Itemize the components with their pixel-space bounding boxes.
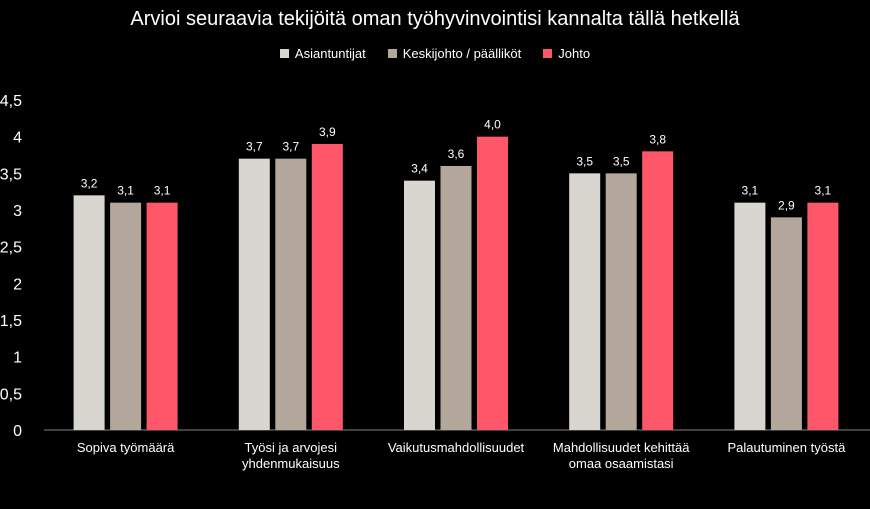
legend-label-asiantuntijat: Asiantuntijat [294, 46, 366, 61]
y-tick-label: 0,5 [0, 386, 22, 403]
y-tick-label: 1 [13, 350, 22, 367]
category-label: Sopiva työmäärä [77, 440, 175, 455]
data-label: 3,5 [576, 154, 593, 168]
legend: Asiantuntijat Keskijohto / päälliköt Joh… [0, 46, 870, 61]
legend-label-keskijohto: Keskijohto / päälliköt [402, 46, 522, 61]
bar [807, 202, 839, 430]
bar [73, 195, 105, 430]
legend-swatch-johto [543, 49, 553, 58]
chart-title: Arvioi seuraavia tekijöitä oman työhyvin… [130, 8, 740, 30]
bar [440, 166, 472, 430]
y-tick-label: 1,5 [0, 313, 22, 330]
y-tick-label: 3 [13, 203, 22, 220]
data-label: 3,1 [117, 184, 134, 198]
legend-item-johto: Johto [543, 46, 590, 61]
data-label: 3,1 [815, 184, 832, 198]
data-label: 3,7 [246, 140, 263, 154]
bar [311, 144, 343, 430]
data-label: 3,4 [411, 162, 428, 176]
y-tick-label: 0 [13, 423, 22, 440]
y-tick-label: 4,5 [0, 93, 22, 110]
category-label: Palautuminen työstä [728, 440, 847, 455]
bar [770, 217, 802, 430]
bar [404, 180, 435, 430]
legend-swatch-asiantuntijat [279, 49, 289, 58]
bar [146, 202, 178, 430]
data-label: 3,8 [649, 132, 666, 146]
category-label: Työsi ja arvojesi [245, 440, 338, 455]
data-label: 3,5 [613, 154, 630, 168]
bar [605, 173, 637, 431]
category-label: yhdenmukaisuus [242, 456, 340, 471]
data-label: 3,6 [448, 147, 465, 161]
y-tick-label: 3,5 [0, 166, 22, 183]
legend-item-asiantuntijat: Asiantuntijat [279, 46, 366, 61]
bar [642, 151, 674, 431]
bar [569, 173, 601, 431]
data-label: 3,1 [742, 184, 759, 198]
data-label: 3,7 [282, 140, 299, 154]
data-label: 3,1 [154, 184, 171, 198]
data-label: 3,9 [319, 125, 336, 139]
legend-item-keskijohto: Keskijohto / päälliköt [387, 46, 522, 61]
data-label: 3,2 [81, 176, 98, 190]
y-tick-label: 2 [13, 276, 22, 293]
bar [110, 202, 142, 430]
bar [734, 202, 766, 430]
legend-swatch-keskijohto [387, 49, 397, 58]
legend-label-johto: Johto [558, 46, 591, 61]
y-tick-label: 2,5 [0, 240, 22, 257]
bar [275, 158, 307, 430]
y-tick-label: 4 [13, 130, 22, 147]
data-label: 4,0 [484, 118, 501, 132]
category-label: omaa osaamistasi [569, 456, 674, 471]
bar [238, 158, 270, 430]
category-label: Mahdollisuudet kehittää [553, 440, 690, 455]
category-label: Vaikutusmahdollisuudet [388, 440, 525, 455]
data-label: 2,9 [778, 198, 795, 212]
bar [477, 136, 508, 430]
